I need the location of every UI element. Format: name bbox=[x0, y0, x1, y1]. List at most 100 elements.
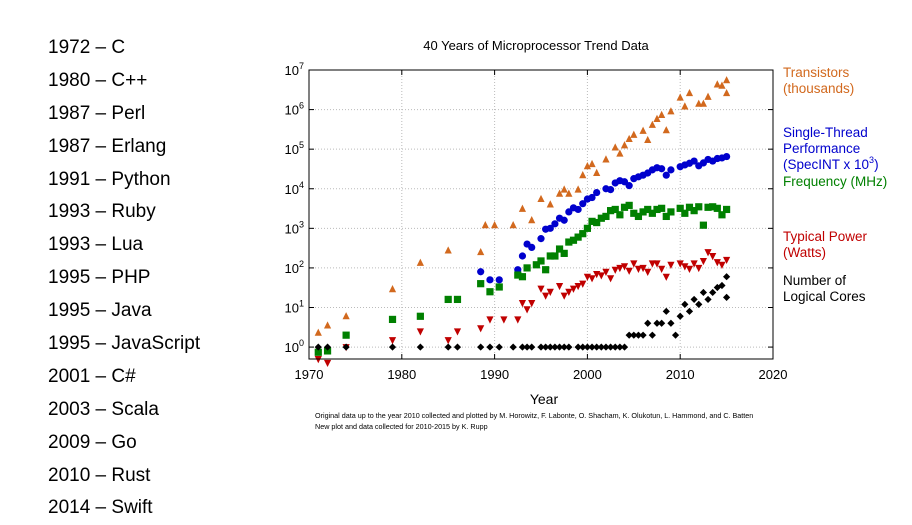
data-point bbox=[416, 343, 424, 351]
data-point bbox=[699, 257, 707, 266]
y-tick-label: 106 bbox=[285, 101, 304, 118]
language-item: 1972 – C bbox=[48, 37, 126, 58]
data-point bbox=[588, 193, 596, 202]
legend-label: Logical Cores bbox=[783, 289, 866, 304]
data-point bbox=[597, 272, 605, 280]
data-point bbox=[444, 343, 452, 351]
data-point bbox=[486, 343, 494, 351]
chart-points bbox=[314, 76, 731, 368]
data-point bbox=[616, 211, 624, 219]
data-point bbox=[616, 264, 624, 273]
data-point bbox=[555, 189, 564, 197]
data-point bbox=[518, 273, 527, 281]
data-point bbox=[709, 203, 717, 211]
data-point bbox=[593, 168, 601, 176]
data-point bbox=[644, 268, 652, 276]
chart-axes: 1970 1980 1990 2000 2010 2020 100 101 102 103 104 1… bbox=[285, 61, 788, 382]
data-point bbox=[518, 299, 527, 308]
microprocessor-trend-chart: 40 Years of Microprocessor Trend Data 19… bbox=[280, 28, 912, 436]
legend-label: (SpecINT x 103) bbox=[783, 155, 879, 172]
data-point bbox=[681, 102, 689, 110]
data-point bbox=[551, 343, 559, 351]
y-tick-label: 105 bbox=[285, 140, 304, 157]
data-point bbox=[509, 343, 517, 351]
footnote-line-1: Original data up to the year 2010 collec… bbox=[315, 411, 753, 420]
data-point bbox=[639, 331, 647, 339]
data-point bbox=[662, 212, 670, 221]
data-point bbox=[620, 263, 629, 271]
language-item: 1993 – Lua bbox=[48, 234, 144, 256]
data-point bbox=[323, 347, 332, 355]
data-point bbox=[518, 252, 527, 260]
data-point bbox=[444, 246, 452, 254]
data-point bbox=[616, 343, 624, 351]
data-point bbox=[565, 238, 573, 246]
data-point bbox=[523, 264, 531, 272]
data-point bbox=[314, 343, 322, 351]
y-tick-label: 107 bbox=[285, 61, 304, 78]
y-tick-label: 104 bbox=[285, 180, 304, 197]
series-1 bbox=[477, 152, 731, 284]
data-point bbox=[695, 300, 703, 308]
data-point bbox=[546, 288, 554, 296]
data-point bbox=[718, 261, 726, 269]
data-point bbox=[528, 299, 536, 308]
data-point bbox=[620, 343, 629, 351]
data-point bbox=[491, 220, 499, 229]
data-point bbox=[323, 321, 332, 329]
data-point bbox=[685, 88, 694, 97]
data-point bbox=[477, 325, 485, 333]
y-tick-label: 100 bbox=[285, 338, 304, 355]
data-point bbox=[611, 143, 619, 151]
data-point bbox=[495, 343, 503, 351]
data-point bbox=[560, 216, 568, 224]
data-point bbox=[574, 185, 582, 193]
data-point bbox=[555, 245, 564, 253]
language-item: 1987 – Perl bbox=[48, 102, 146, 124]
data-point bbox=[630, 130, 638, 138]
data-point bbox=[676, 260, 684, 268]
language-item: 2014 – Swift bbox=[48, 497, 153, 519]
data-point bbox=[565, 189, 573, 197]
data-point bbox=[685, 307, 694, 315]
data-point bbox=[574, 233, 582, 241]
data-point bbox=[611, 343, 619, 351]
data-point bbox=[560, 292, 568, 300]
plot-frame bbox=[308, 69, 774, 360]
data-point bbox=[495, 276, 503, 284]
data-point bbox=[528, 243, 536, 251]
data-point bbox=[658, 165, 666, 173]
data-point bbox=[551, 252, 559, 260]
data-point bbox=[388, 315, 397, 324]
data-point bbox=[453, 328, 462, 336]
language-item: 2003 – Scala bbox=[48, 398, 159, 420]
data-point bbox=[690, 207, 698, 215]
data-point bbox=[523, 343, 531, 351]
language-item: 2001 – C# bbox=[48, 365, 136, 387]
data-point bbox=[699, 288, 707, 297]
data-point bbox=[607, 186, 615, 194]
data-point bbox=[323, 359, 332, 368]
data-point bbox=[509, 220, 517, 229]
legend-label: Transistors bbox=[783, 65, 850, 80]
legend-label: Performance bbox=[783, 141, 860, 156]
data-point bbox=[555, 282, 564, 291]
data-point bbox=[588, 275, 596, 283]
data-point bbox=[620, 203, 629, 211]
data-point bbox=[555, 343, 564, 351]
data-point bbox=[704, 249, 712, 257]
data-point bbox=[658, 110, 666, 118]
x-tick-label: 2010 bbox=[666, 367, 695, 382]
data-point bbox=[569, 285, 578, 293]
data-point bbox=[690, 295, 698, 304]
data-point bbox=[704, 203, 712, 211]
data-point bbox=[342, 312, 350, 320]
data-point bbox=[704, 295, 712, 304]
data-point bbox=[514, 316, 522, 324]
data-point bbox=[500, 316, 508, 324]
data-point bbox=[569, 236, 578, 244]
data-point bbox=[537, 194, 545, 203]
data-point bbox=[546, 252, 554, 260]
x-tick-label: 1980 bbox=[387, 367, 416, 382]
data-point bbox=[579, 280, 587, 288]
